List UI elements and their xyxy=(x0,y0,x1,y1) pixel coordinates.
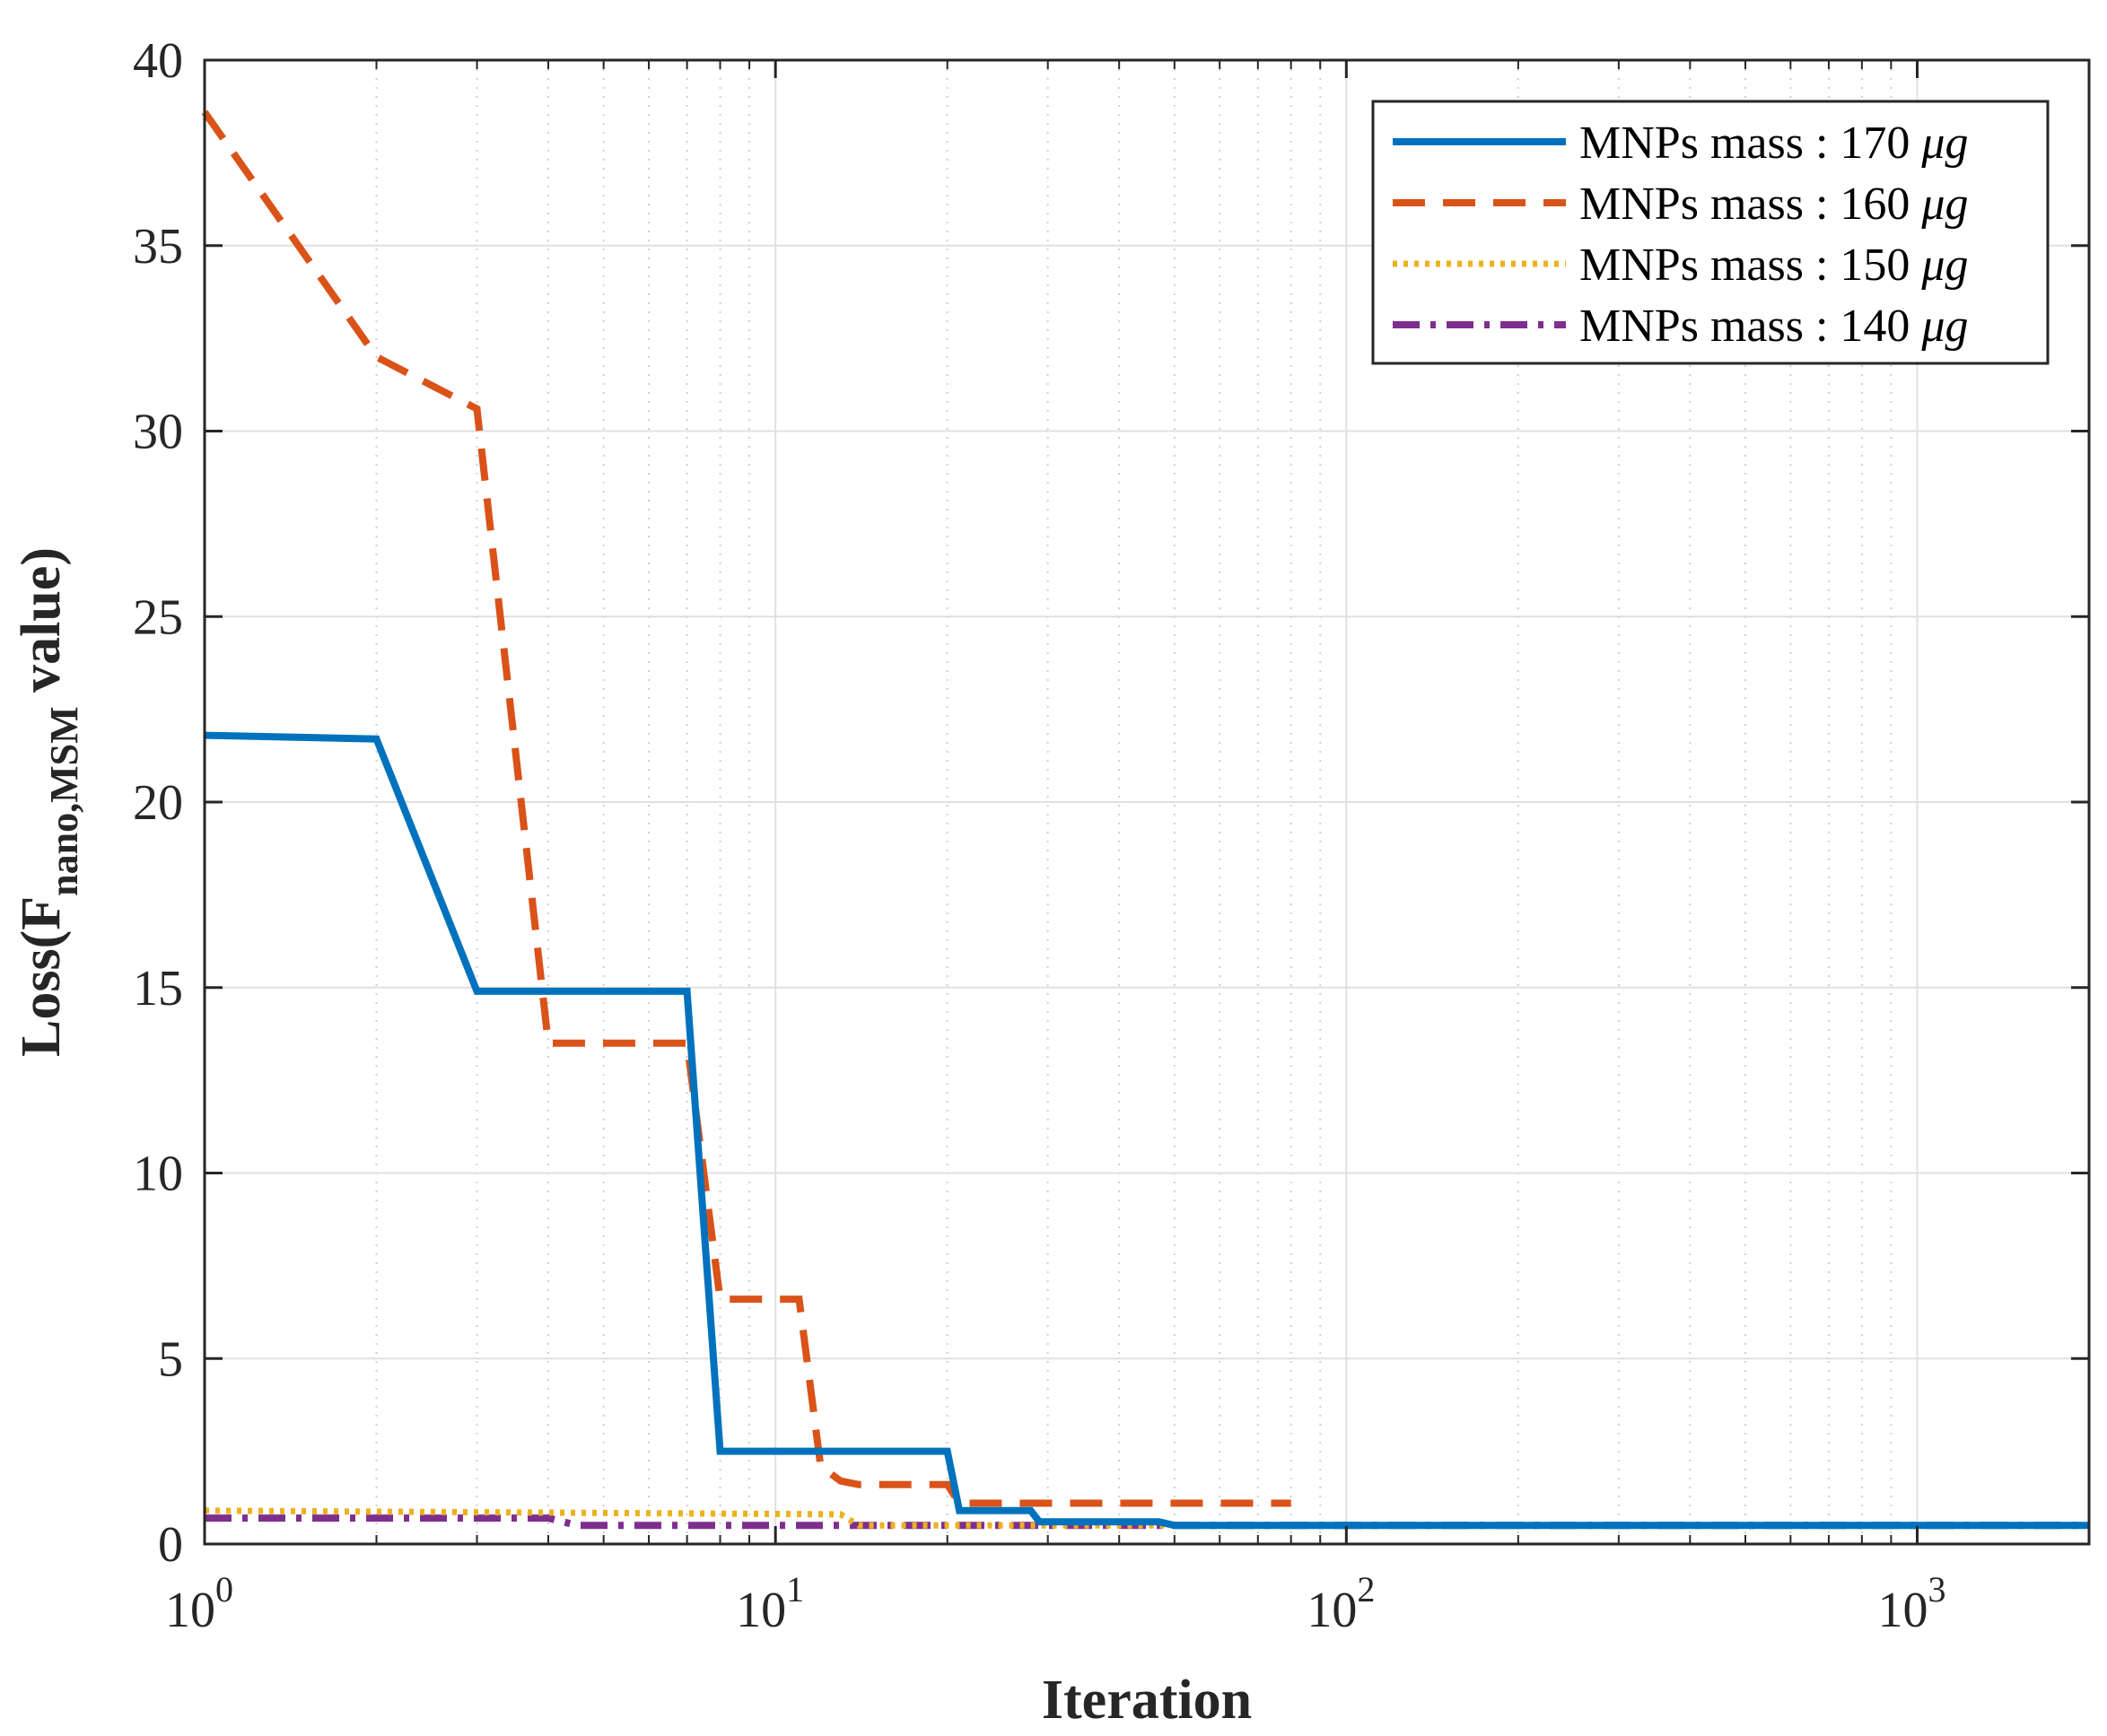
y-tick-label: 40 xyxy=(133,33,183,89)
legend-label: MNPs mass : 150 μg xyxy=(1579,240,1969,291)
y-tick-label: 15 xyxy=(133,961,183,1016)
y-axis-title-subscript: nano,MSM xyxy=(42,706,86,895)
y-tick-label: 20 xyxy=(133,775,183,831)
x-tick-label: 103 xyxy=(1877,1569,1945,1638)
y-tick-label: 35 xyxy=(133,219,183,275)
series-lines xyxy=(201,109,2089,1530)
legend-label: MNPs mass : 140 μg xyxy=(1579,301,1969,352)
y-tick-label: 25 xyxy=(133,589,183,645)
series-line-1 xyxy=(204,731,2089,1530)
y-axis-title-main: Loss(F xyxy=(11,896,72,1057)
y-tick-label: 5 xyxy=(158,1331,183,1387)
y-axis-title: Loss(Fnano,MSM value) xyxy=(11,547,86,1057)
series-line-2 xyxy=(201,109,1291,1507)
x-axis-title: Iteration xyxy=(1042,1670,1252,1731)
series-line-4 xyxy=(205,1514,2089,1530)
y-axis-title-suffix: value) xyxy=(11,547,72,706)
legend: MNPs mass : 170 μg MNPs mass : 160 μg MNPs… xyxy=(1371,100,2050,365)
y-tick-label: 30 xyxy=(133,405,183,460)
x-tick-label: 101 xyxy=(736,1569,804,1638)
y-tick-label: 0 xyxy=(158,1517,183,1573)
x-tick-label: 102 xyxy=(1307,1569,1375,1638)
x-tick-label: 100 xyxy=(165,1569,233,1638)
y-tick-label: 10 xyxy=(133,1147,183,1202)
ticks: 0 5 10 15 20 25 30 35 40 100 101 102 103 xyxy=(133,33,2090,1638)
legend-label: MNPs mass : 170 μg xyxy=(1579,118,1969,169)
legend-label: MNPs mass : 160 μg xyxy=(1579,179,1969,230)
